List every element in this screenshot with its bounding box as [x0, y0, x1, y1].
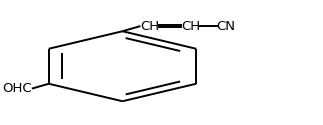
Text: CH: CH: [181, 20, 200, 33]
Text: CN: CN: [217, 20, 236, 33]
Text: CH: CH: [141, 20, 160, 33]
Text: OHC: OHC: [2, 82, 32, 95]
